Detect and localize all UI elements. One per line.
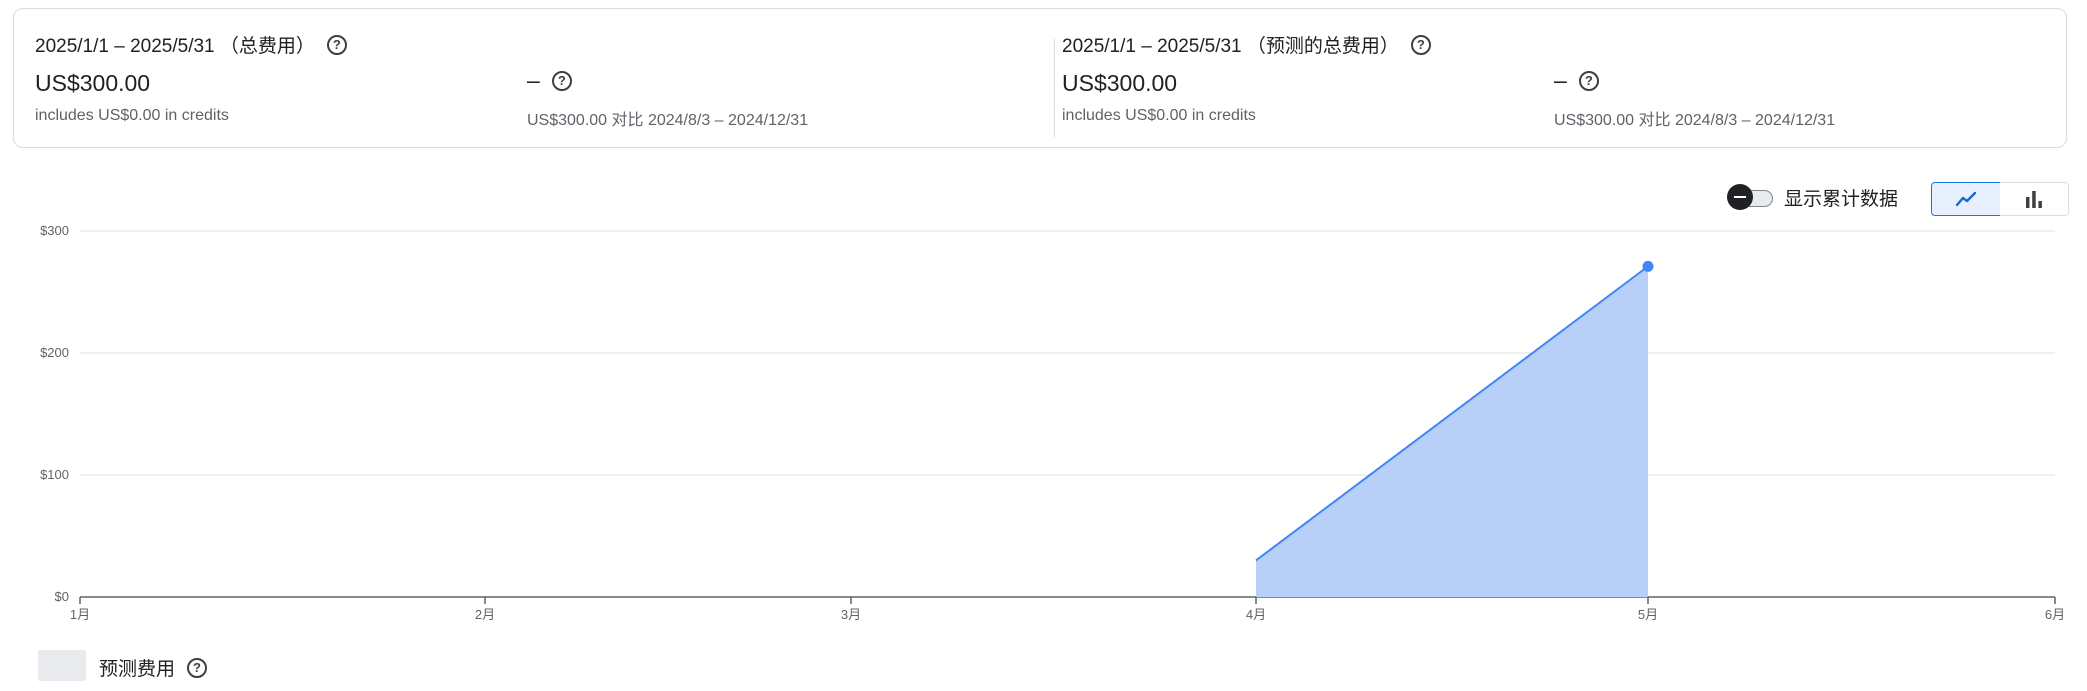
x-tick-label: 4月	[1246, 607, 1266, 622]
x-tick-label: 6月	[2045, 607, 2065, 622]
cumulative-toggle[interactable]	[1727, 184, 1775, 210]
bar-view-button[interactable]	[2000, 182, 2069, 216]
x-tick-label: 1月	[70, 607, 90, 622]
help-circle-icon[interactable]: ?	[551, 70, 572, 91]
cumulative-toggle-label[interactable]: 显示累计数据	[1784, 189, 1899, 210]
series-line	[1255, 265, 1649, 562]
bar-chart-icon	[2026, 191, 2042, 208]
x-tick-label: 5月	[1638, 607, 1658, 622]
total-cost-change-block: – ? US$300.00 对比 2024/8/3 – 2024/12/31	[527, 67, 808, 130]
series-area	[1256, 266, 1648, 597]
legend-swatch[interactable]	[38, 650, 86, 681]
total-cost-amount: US$300.00	[35, 70, 151, 96]
legend-item[interactable]: 预测费用 ?	[99, 654, 208, 681]
cost-area-chart: $0 $100 $200 $300 1月 2月 3月 4月 5月 6月	[40, 223, 2065, 622]
help-circle-icon[interactable]: ?	[187, 657, 208, 678]
toggle-knob	[1727, 184, 1753, 210]
summary-card: 2025/1/1 – 2025/5/31 （总费用） ? US$300.00 i…	[13, 8, 2067, 148]
forecast-cost-comparison: US$300.00 对比 2024/8/3 – 2024/12/31	[1554, 112, 1836, 129]
forecast-cost-period: 2025/1/1 – 2025/5/31 （预测的总费用）	[1062, 36, 1399, 57]
total-cost-comparison: US$300.00 对比 2024/8/3 – 2024/12/31	[527, 112, 809, 129]
forecast-cost-change: –	[1554, 67, 1567, 93]
y-tick-label: $200	[40, 345, 69, 360]
x-tick-label: 2月	[475, 607, 495, 622]
summary-divider	[1054, 39, 1055, 137]
forecast-cost-amount: US$300.00	[1062, 70, 1178, 96]
help-circle-icon[interactable]: ?	[1410, 34, 1431, 55]
legend-label: 预测费用	[99, 659, 176, 680]
total-cost-credits: includes US$0.00 in credits	[35, 107, 229, 124]
forecast-cost-block: 2025/1/1 – 2025/5/31 （预测的总费用） ? US$300.0…	[1062, 31, 1431, 125]
line-chart-icon	[1955, 191, 1977, 207]
y-tick-label: $0	[55, 589, 69, 604]
help-circle-icon[interactable]: ?	[1578, 70, 1599, 91]
forecast-cost-change-block: – ? US$300.00 对比 2024/8/3 – 2024/12/31	[1554, 67, 1835, 130]
total-cost-period: 2025/1/1 – 2025/5/31 （总费用）	[35, 36, 315, 57]
forecast-cost-credits: includes US$0.00 in credits	[1062, 107, 1256, 124]
total-cost-change: –	[527, 67, 540, 93]
total-cost-block: 2025/1/1 – 2025/5/31 （总费用） ? US$300.00 i…	[35, 31, 347, 125]
x-tick-label: 3月	[841, 607, 861, 622]
data-point[interactable]	[1642, 260, 1654, 272]
help-circle-icon[interactable]: ?	[326, 34, 347, 55]
y-tick-label: $100	[40, 467, 69, 482]
y-tick-label: $300	[40, 223, 69, 238]
